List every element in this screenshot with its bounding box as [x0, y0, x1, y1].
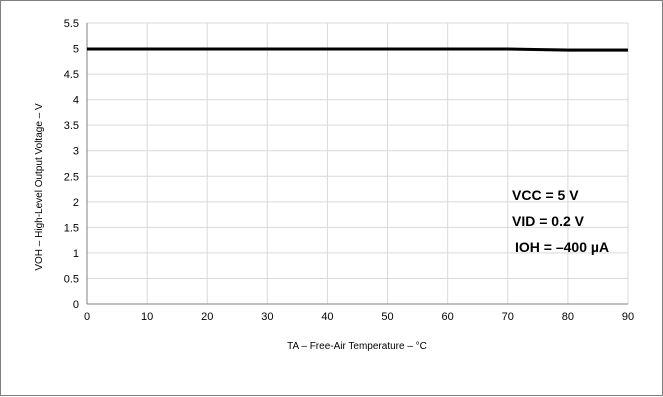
y-tick-label: 0	[73, 299, 79, 311]
y-tick-label: 2	[73, 197, 79, 209]
x-tick-label: 60	[442, 311, 454, 323]
x-tick-label: 90	[622, 311, 634, 323]
y-tick-label: 4.5	[64, 69, 79, 81]
x-axis-label-text: TA – Free-Air Temperature –	[287, 341, 416, 352]
annotation-vid: VID = 0.2 V	[512, 213, 585, 229]
y-tick-label: 3.5	[64, 120, 79, 132]
x-tick-label: 80	[562, 311, 574, 323]
y-axis-label: VOH – High-Level Output Voltage – V	[34, 103, 45, 271]
x-tick-label: 0	[84, 311, 90, 323]
x-tick-labels: 0 10 20 30 40 50 60 70 80 90	[84, 311, 634, 323]
y-tick-label: 0.5	[64, 273, 79, 285]
y-tick-label: 2.5	[64, 171, 79, 183]
y-tick-label: 1.5	[64, 222, 79, 234]
x-tick-label: 70	[502, 311, 514, 323]
x-tick-label: 40	[321, 311, 333, 323]
y-tick-label: 4	[73, 95, 79, 107]
series-line-voh	[87, 49, 628, 50]
y-tick-label: 5.5	[64, 18, 79, 30]
annotation-ioh: IOH = –400 µA	[515, 239, 609, 255]
conditions-annotation: VCC = 5 V VID = 0.2 V IOH = –400 µA	[512, 187, 609, 255]
x-tick-label: 30	[261, 311, 273, 323]
y-tick-labels: 0 0.5 1 1.5 2 2.5 3 3.5 4 4.5 5 5.5	[64, 18, 79, 311]
y-tick-label: 3	[73, 146, 79, 158]
annotation-vcc: VCC = 5 V	[512, 187, 579, 203]
x-axis-label: TA – Free-Air Temperature – °C	[287, 341, 427, 352]
x-tick-label: 50	[381, 311, 393, 323]
grid	[87, 23, 628, 304]
y-tick-label: 1	[73, 248, 79, 260]
y-tick-label: 5	[73, 44, 79, 56]
x-tick-label: 20	[201, 311, 213, 323]
x-tick-label: 10	[141, 311, 153, 323]
series-layer	[87, 49, 628, 50]
x-axis-label-unit: °C	[416, 341, 427, 352]
